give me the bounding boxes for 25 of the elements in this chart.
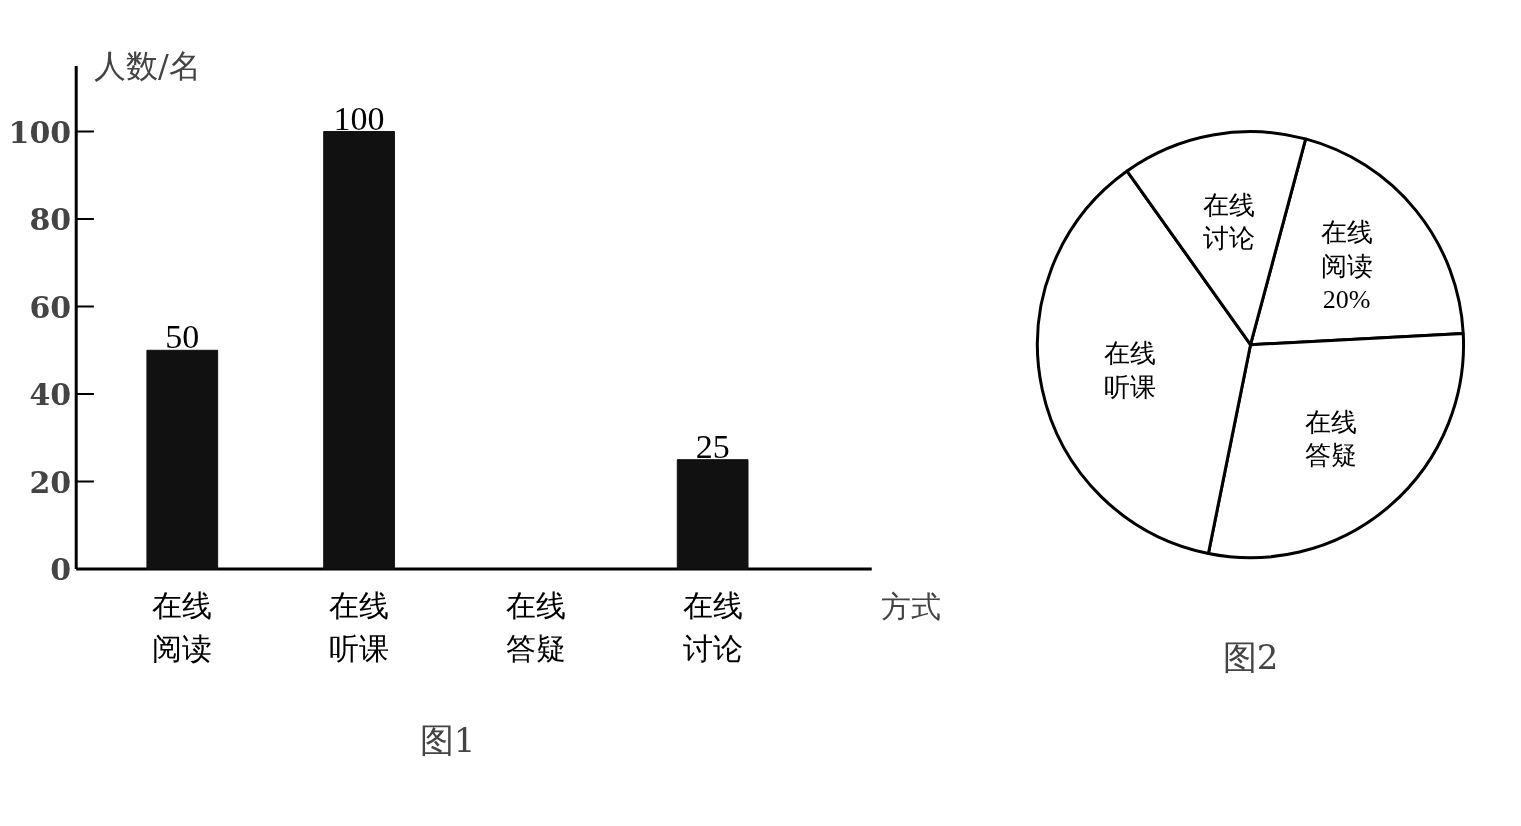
data-label: 20%: [1322, 285, 1371, 315]
slice-label: 在线答疑: [1305, 407, 1358, 471]
y-tick-label: 0: [50, 552, 72, 588]
caption: 图1: [419, 720, 476, 761]
y-tick-label: 100: [8, 114, 72, 150]
data-label: 25: [695, 427, 730, 465]
x-tick-label: 在线阅读: [152, 589, 213, 666]
y-tick-label: 40: [29, 377, 72, 413]
bar: [323, 131, 395, 570]
x-tick-label: 在线听课: [329, 589, 390, 666]
x-axis-title: 方式: [880, 589, 941, 625]
y-tick-label: 20: [29, 464, 72, 500]
x-tick-label: 在线答疑: [505, 589, 566, 666]
caption: 图2: [1222, 637, 1279, 678]
slice-label: 在线阅读: [1320, 218, 1373, 281]
data-label: 100: [333, 99, 385, 137]
slice-label: 在线听课: [1103, 339, 1156, 402]
y-tick-label: 60: [29, 289, 72, 325]
data-label: 50: [165, 318, 200, 356]
bar: [146, 349, 219, 570]
y-axis-title: 人数/名: [93, 46, 201, 85]
bar: [676, 459, 749, 570]
y-tick-label: 80: [29, 202, 72, 238]
slice-label: 在线讨论: [1202, 190, 1255, 254]
x-tick-label: 在线讨论: [682, 589, 743, 666]
